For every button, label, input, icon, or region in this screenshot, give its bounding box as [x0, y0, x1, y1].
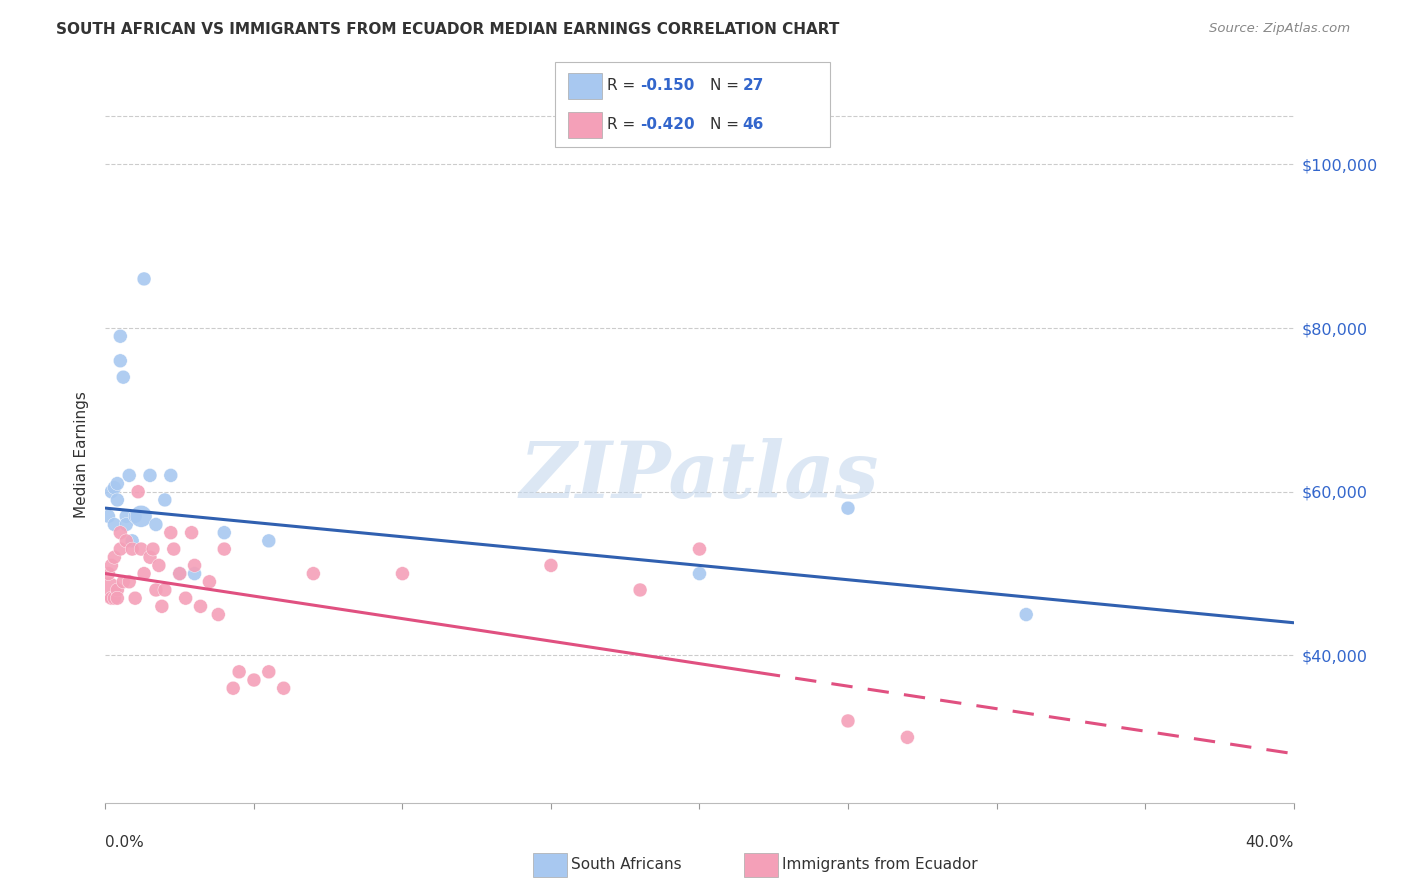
- Point: [124, 591, 146, 606]
- Point: [153, 492, 176, 507]
- Point: [118, 574, 141, 589]
- Point: [105, 492, 128, 507]
- Point: [124, 509, 146, 524]
- Text: -0.420: -0.420: [640, 118, 695, 133]
- Point: [105, 476, 128, 491]
- Point: [105, 591, 128, 606]
- Point: [190, 599, 212, 614]
- Point: [129, 509, 152, 524]
- Text: R =: R =: [607, 78, 641, 94]
- Point: [103, 550, 125, 565]
- Point: [159, 525, 181, 540]
- Point: [110, 329, 132, 343]
- Point: [139, 550, 162, 565]
- Point: [207, 607, 229, 622]
- Point: [110, 542, 132, 557]
- Point: [540, 558, 562, 573]
- Point: [214, 525, 236, 540]
- Point: [150, 599, 173, 614]
- Point: [896, 731, 918, 745]
- Point: [142, 542, 165, 557]
- Point: [837, 501, 859, 516]
- Point: [174, 591, 197, 606]
- Point: [115, 509, 138, 524]
- Text: SOUTH AFRICAN VS IMMIGRANTS FROM ECUADOR MEDIAN EARNINGS CORRELATION CHART: SOUTH AFRICAN VS IMMIGRANTS FROM ECUADOR…: [56, 22, 839, 37]
- Point: [129, 542, 152, 557]
- Point: [112, 574, 135, 589]
- Point: [100, 558, 122, 573]
- Point: [97, 566, 120, 581]
- Point: [163, 542, 186, 557]
- Point: [391, 566, 413, 581]
- Point: [257, 665, 280, 679]
- Text: 0.0%: 0.0%: [105, 836, 145, 850]
- Point: [169, 566, 191, 581]
- Text: N =: N =: [710, 118, 744, 133]
- Point: [198, 574, 221, 589]
- Text: Source: ZipAtlas.com: Source: ZipAtlas.com: [1209, 22, 1350, 36]
- Point: [214, 542, 236, 557]
- Point: [112, 370, 135, 384]
- Point: [115, 533, 138, 548]
- Point: [222, 681, 245, 696]
- Point: [628, 582, 651, 597]
- Point: [118, 468, 141, 483]
- Point: [302, 566, 325, 581]
- Point: [100, 591, 122, 606]
- Point: [121, 542, 143, 557]
- Point: [132, 566, 155, 581]
- Point: [100, 484, 122, 499]
- Point: [837, 714, 859, 728]
- Point: [139, 468, 162, 483]
- Text: South Africans: South Africans: [571, 857, 682, 871]
- Text: -0.150: -0.150: [640, 78, 695, 94]
- Text: 46: 46: [742, 118, 763, 133]
- Point: [127, 484, 149, 499]
- Text: ZIPatlas: ZIPatlas: [520, 438, 879, 514]
- Point: [183, 558, 205, 573]
- Point: [148, 558, 170, 573]
- Point: [97, 509, 120, 524]
- Point: [243, 673, 266, 687]
- Point: [689, 542, 711, 557]
- Point: [145, 517, 167, 532]
- Point: [159, 468, 181, 483]
- Point: [183, 566, 205, 581]
- Point: [103, 591, 125, 606]
- Point: [257, 533, 280, 548]
- Y-axis label: Median Earnings: Median Earnings: [75, 392, 90, 518]
- Point: [115, 517, 138, 532]
- Point: [145, 582, 167, 597]
- Text: N =: N =: [710, 78, 744, 94]
- Text: 40.0%: 40.0%: [1246, 836, 1294, 850]
- Point: [110, 353, 132, 368]
- Point: [180, 525, 202, 540]
- Point: [228, 665, 250, 679]
- Point: [110, 525, 132, 540]
- Point: [689, 566, 711, 581]
- Point: [121, 533, 143, 548]
- Text: Immigrants from Ecuador: Immigrants from Ecuador: [782, 857, 977, 871]
- Point: [132, 272, 155, 286]
- Text: R =: R =: [607, 118, 641, 133]
- Point: [103, 481, 125, 495]
- Text: 27: 27: [742, 78, 763, 94]
- Point: [103, 517, 125, 532]
- Point: [273, 681, 295, 696]
- Point: [105, 582, 128, 597]
- Point: [1015, 607, 1038, 622]
- Point: [169, 566, 191, 581]
- Point: [153, 582, 176, 597]
- Point: [97, 582, 120, 597]
